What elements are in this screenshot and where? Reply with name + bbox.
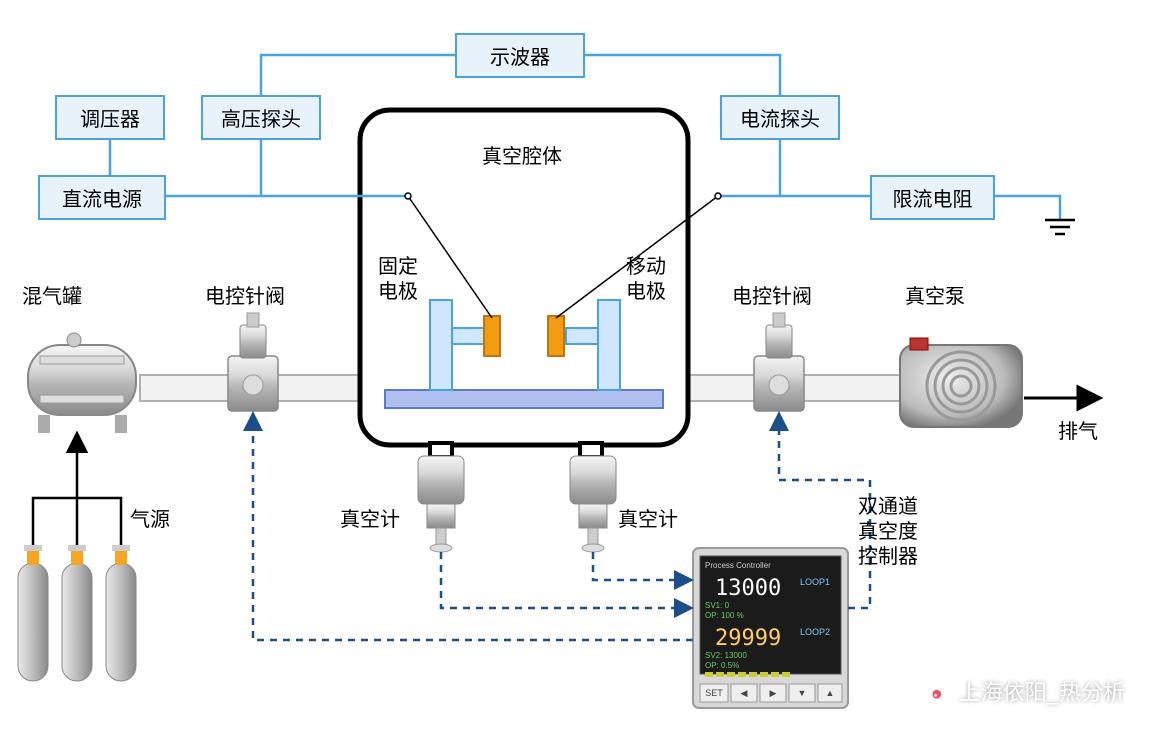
svg-text:Process Controller: Process Controller <box>705 561 771 570</box>
probe-leads <box>405 193 721 318</box>
current-probe-label: 电流探头 <box>740 103 820 132</box>
weibo-icon <box>927 678 953 704</box>
chamber-label: 真空腔体 <box>482 140 562 169</box>
svg-text:LOOP2: LOOP2 <box>800 627 830 637</box>
needle-valve-right <box>754 313 804 411</box>
valve-left-label: 电控针阀 <box>205 280 285 309</box>
svg-text:▼: ▼ <box>798 688 807 698</box>
resistor-box: 限流电阻 <box>870 175 995 220</box>
regulator-label: 调压器 <box>80 103 140 132</box>
gas-source-lines <box>33 435 121 545</box>
controller-label: 双通道 真空度 控制器 <box>858 495 918 570</box>
regulator-box: 调压器 <box>55 95 165 140</box>
gas-cylinders <box>18 545 136 681</box>
pump-label: 真空泵 <box>905 280 965 309</box>
hv-probe-label: 高压探头 <box>221 103 301 132</box>
svg-text:29999: 29999 <box>715 626 781 651</box>
valve-right-label: 电控针阀 <box>732 280 812 309</box>
svg-text:▲: ▲ <box>826 688 835 698</box>
mix-tank <box>28 333 136 433</box>
oscilloscope-label: 示波器 <box>490 41 550 70</box>
svg-text:◀: ◀ <box>741 688 748 698</box>
svg-text:SV1: 0: SV1: 0 <box>705 601 730 610</box>
ground-symbol <box>1045 220 1075 234</box>
svg-text:SET: SET <box>705 688 723 698</box>
gas-pipe <box>140 375 900 401</box>
current-probe-box: 电流探头 <box>720 95 840 140</box>
vacuum-gauge-right <box>570 456 616 552</box>
vacuum-gauge-left <box>418 456 464 552</box>
watermark: 上海依阳_热分析 <box>927 675 1125 707</box>
moving-electrode-label: 移动 电极 <box>626 255 666 305</box>
dc-power-box: 直流电源 <box>38 175 166 220</box>
diagram-canvas: Process Controller 13000 LOOP1 SV1: 0 OP… <box>0 0 1153 731</box>
dc-power-label: 直流电源 <box>62 183 142 212</box>
hv-probe-box: 高压探头 <box>201 95 321 140</box>
watermark-text: 上海依阳_热分析 <box>959 675 1125 707</box>
svg-text:OP: 100 %: OP: 100 % <box>705 611 744 620</box>
svg-text:13000: 13000 <box>715 576 781 601</box>
svg-text:LOOP1: LOOP1 <box>800 577 830 587</box>
fixed-electrode-label: 固定 电极 <box>378 255 418 305</box>
chamber-mask <box>365 373 683 403</box>
gauge-left-label: 真空计 <box>340 503 400 532</box>
oscilloscope-box: 示波器 <box>455 33 585 78</box>
vacuum-controller: Process Controller 13000 LOOP1 SV1: 0 OP… <box>693 548 848 708</box>
svg-text:OP: 0.5%: OP: 0.5% <box>705 661 739 670</box>
electrodes <box>385 300 663 408</box>
gas-source-label: 气源 <box>130 503 170 532</box>
exhaust-label: 排气 <box>1058 415 1098 444</box>
resistor-label: 限流电阻 <box>893 183 973 212</box>
svg-text:SV2: 13000: SV2: 13000 <box>705 651 747 660</box>
svg-text:▶: ▶ <box>770 688 777 698</box>
mix-tank-label: 混气罐 <box>22 280 82 309</box>
gauge-right-label: 真空计 <box>618 503 678 532</box>
needle-valve-left <box>228 313 278 411</box>
vacuum-pump <box>900 338 1022 427</box>
